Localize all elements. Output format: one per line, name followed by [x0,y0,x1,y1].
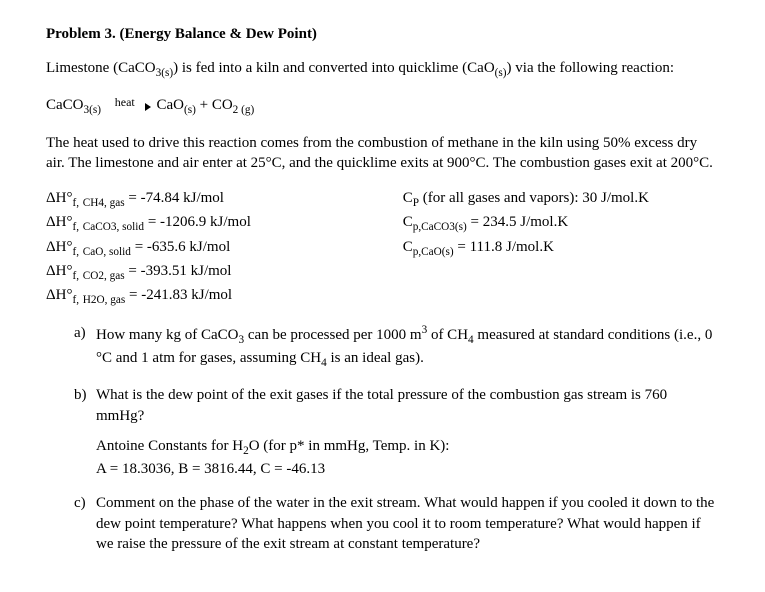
question-b-text: What is the dew point of the exit gases … [96,387,667,423]
question-label: b) [74,385,96,479]
data-row: Cp,CaO(s) = 111.8 J/mol.K [403,237,719,260]
question-a: a) How many kg of CaCO3 can be processed… [74,323,719,371]
data-row: CP (for all gases and vapors): 30 J/mol.… [403,188,719,211]
question-body: What is the dew point of the exit gases … [96,385,719,479]
question-body: How many kg of CaCO3 can be processed pe… [96,323,719,371]
data-row: ΔH°f, CO2, gas = -393.51 kJ/mol [46,261,403,284]
question-label: a) [74,323,96,371]
problem-title: Problem 3. (Energy Balance & Dew Point) [46,24,719,44]
thermo-data: ΔH°f, CH4, gas = -74.84 kJ/mol ΔH°f, CaC… [46,187,719,309]
enthalpies-column: ΔH°f, CH4, gas = -74.84 kJ/mol ΔH°f, CaC… [46,187,403,309]
heat-capacities-column: CP (for all gases and vapors): 30 J/mol.… [403,187,719,309]
question-label: c) [74,493,96,554]
intro-paragraph: Limestone (CaCO3(s)) is fed into a kiln … [46,58,719,81]
question-c: c) Comment on the phase of the water in … [74,493,719,554]
question-b: b) What is the dew point of the exit gas… [74,385,719,479]
data-row: ΔH°f, CH4, gas = -74.84 kJ/mol [46,188,403,211]
question-list: a) How many kg of CaCO3 can be processed… [74,323,719,554]
data-row: Cp,CaCO3(s) = 234.5 J/mol.K [403,212,719,235]
reaction-equation: CaCO3(s) heat CaO(s) + CO2 (g) [46,95,719,118]
question-body: Comment on the phase of the water in the… [96,493,719,554]
arrow-label: heat [115,94,135,110]
data-row: ΔH°f, CaO, solid = -635.6 kJ/mol [46,237,403,260]
antoine-values: A = 18.3036, B = 3816.44, C = -46.13 [96,461,325,477]
data-row: ΔH°f, H2O, gas = -241.83 kJ/mol [46,285,403,308]
antoine-block: Antoine Constants for H2O (for p* in mmH… [96,436,719,479]
data-row: ΔH°f, CaCO3, solid = -1206.9 kJ/mol [46,212,403,235]
conditions-paragraph: The heat used to drive this reaction com… [46,133,719,174]
